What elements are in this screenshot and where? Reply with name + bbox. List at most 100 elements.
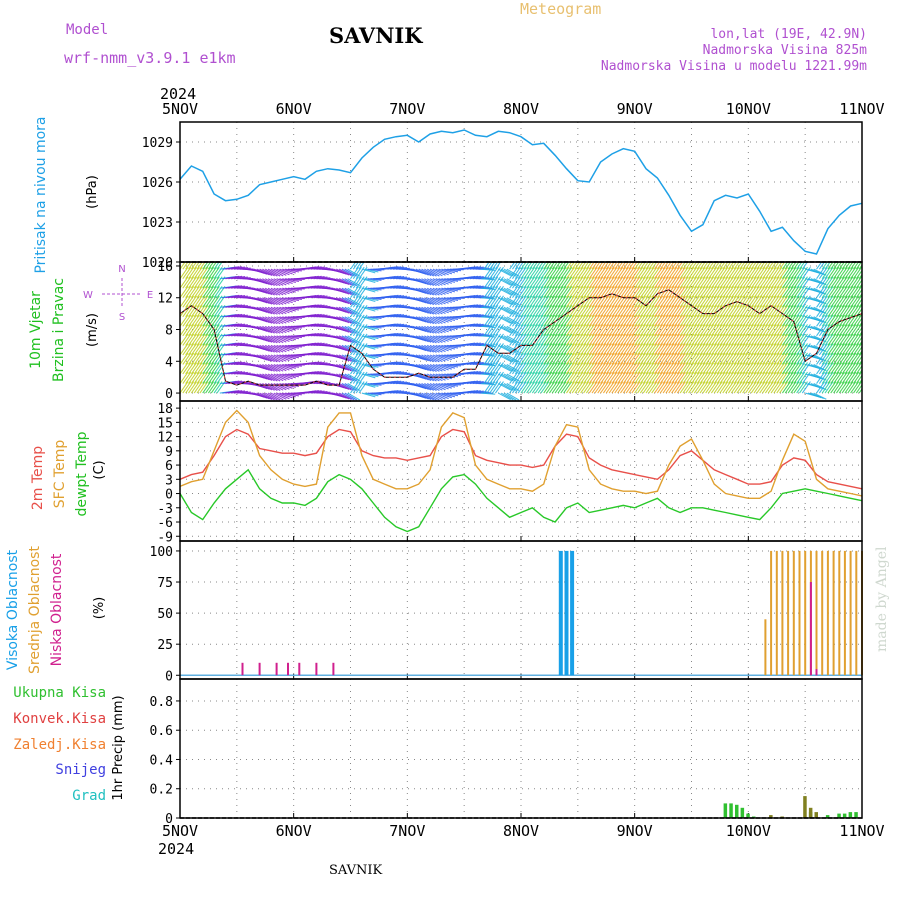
bar-frz-precip [815,812,819,818]
product-title: Meteogram [520,0,601,18]
y-tick-label: 18 [157,402,173,417]
x-tick-top-10NOV: 10NOV [726,100,771,118]
compass-e: E [147,290,153,301]
y-label-2m: 2m Temp [30,446,46,510]
compass-s: S [119,312,125,323]
wind-barb [501,269,513,276]
wind-barbs [180,258,867,400]
y-tick-label: 1023 [142,216,173,231]
wind-barb [501,364,513,371]
bar-frz-precip [809,808,813,818]
bar-high-cloud [570,551,574,675]
x-tick-bottom-10NOV: 10NOV [726,822,771,840]
y-label-high: Visoka Oblacnost [5,549,21,670]
x-tick-top-6NOV: 6NOV [276,100,312,118]
wind-barb [501,317,513,324]
bar-mid-cloud [816,551,818,675]
x-tick-bottom-6NOV: 6NOV [276,822,312,840]
bar-mid-cloud [838,551,840,675]
bar-low-cloud [332,663,334,675]
y-tick-label: 0 [165,812,173,827]
bar-mid-cloud [821,551,823,675]
bar-mid-cloud [776,551,778,675]
y-tick-label: 8 [165,324,173,339]
y-tick-label: 1029 [142,136,173,151]
x-tick-bottom-8NOV: 8NOV [503,822,539,840]
bar-low-cloud [315,663,317,675]
bar-mid-cloud [764,619,766,675]
wind-barb [501,384,513,391]
y-label-sfc: SFC Temp [52,440,68,509]
legend-2: Zaledj.Kisa [13,737,106,753]
bar-mid-cloud [844,551,846,675]
y-tick-label: 0 [165,669,173,684]
y-tick-label: 50 [157,607,173,622]
bar-mid-cloud [781,551,783,675]
wind-barb [811,393,824,398]
y-tick-label: -9 [157,530,173,545]
x-tick-top-9NOV: 9NOV [617,100,653,118]
y-tick-label: 4 [165,355,173,370]
wind-barb [501,336,513,343]
y-label-c: (C) [92,460,107,479]
bar-mid-cloud [787,551,789,675]
bar-low-cloud [287,663,289,675]
x-tick-bottom-9NOV: 9NOV [617,822,653,840]
y-tick-label: -6 [157,516,173,531]
bar-total-precip [741,808,745,818]
bar-mid-cloud [804,551,806,675]
y-label-wind-1: 10m Vjetar [28,291,44,369]
y-tick-label: 3 [165,473,173,488]
bar-mid-cloud [770,551,772,675]
y-label-percent: (%) [92,597,107,620]
bar-total-precip [854,812,858,818]
y-label-low: Niska Oblacnost [49,553,65,666]
x-tick-top-5NOV: 5NOV [162,100,198,118]
y-tick-label: 15 [157,416,173,431]
year-bottom: 2024 [158,840,194,858]
y-tick-label: 16 [157,260,173,275]
elevation-label: Nadmorska Visina 825m [703,43,868,58]
wind-barb [501,393,513,400]
y-tick-label: 25 [157,638,173,653]
series-pressure [180,130,862,254]
y-tick-label: 12 [157,431,173,446]
bar-mid-cloud [793,551,795,675]
wind-barb [501,326,513,333]
bar-total-precip [724,803,728,818]
panel-frame-0 [180,122,862,262]
x-tick-bottom-7NOV: 7NOV [389,822,425,840]
y-tick-label: 0.6 [150,724,173,739]
bar-low-cloud [242,663,244,675]
compass-n: N [118,264,125,275]
y-label-dewpt: dewpt Temp [74,431,90,516]
bar-mid-cloud [799,551,801,675]
station-title: SAVNIK [329,23,423,48]
y-label-wind-2: Brzina i Pravac [51,278,67,382]
x-tick-top-8NOV: 8NOV [503,100,539,118]
y-tick-label: 6 [165,459,173,474]
y-label-pressure: Pritisak na nivou mora [33,116,49,273]
wind-barb [501,279,513,286]
y-tick-label: 75 [157,576,173,591]
x-tick-top-7NOV: 7NOV [389,100,425,118]
wind-barb [501,298,513,305]
y-tick-label: 0.4 [150,753,174,768]
y-label-precip: 1hr Precip (mm) [111,695,126,800]
y-tick-label: 0 [165,387,173,402]
wind-barb [501,374,513,381]
model-name: wrf-nmm_v3.9.1 e1km [64,49,236,67]
bar-low-cloud [276,663,278,675]
bar-low-cloud [810,582,812,675]
legend-3: Snijeg [55,762,106,778]
wind-barb [501,345,513,352]
wind-barb [501,307,513,314]
y-tick-label: 0.2 [150,783,173,798]
wind-barb [501,355,513,362]
y-label-ms: (m/s) [85,313,100,347]
credit-label: made by Angel [874,546,890,652]
